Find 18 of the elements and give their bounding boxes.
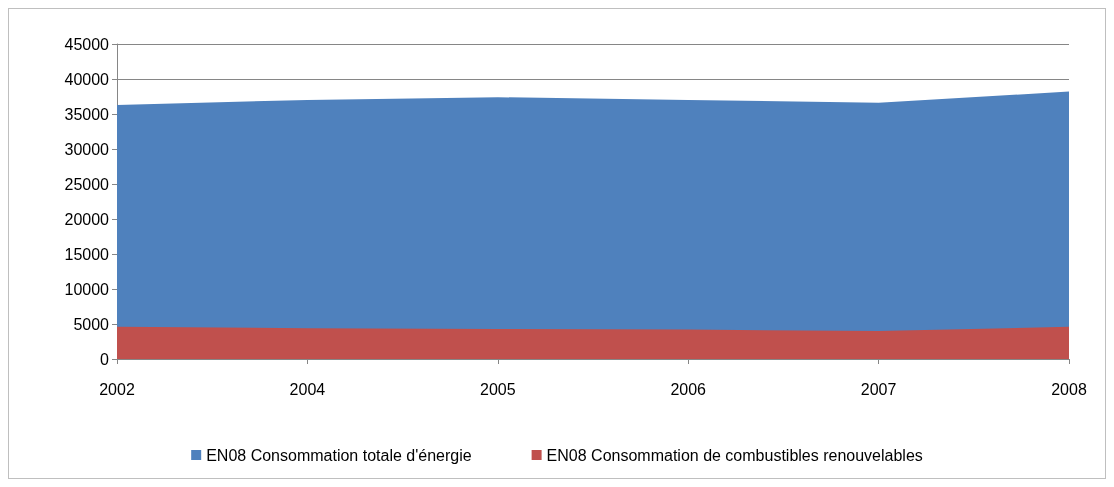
y-tick-label: 10000 (64, 280, 110, 298)
x-tick-label: 2008 (1051, 380, 1087, 398)
x-tick-label: 2006 (670, 380, 707, 398)
y-tick-label: 25000 (64, 175, 110, 193)
y-tick-label: 0 (100, 350, 110, 368)
y-tick-label: 15000 (64, 245, 110, 263)
x-tick-label: 2005 (480, 380, 516, 398)
x-tick-label: 2004 (289, 380, 326, 398)
y-tick-label: 40000 (64, 70, 110, 88)
y-tick-label: 20000 (64, 210, 110, 228)
y-tick-label: 5000 (73, 315, 110, 333)
y-tick-label: 35000 (64, 105, 110, 123)
legend-label: EN08 Consommation totale d'énergie (206, 446, 472, 464)
x-tick-label: 2002 (99, 380, 135, 398)
y-tick-label: 45000 (64, 35, 110, 53)
y-tick-label: 30000 (64, 140, 110, 158)
x-tick-label: 2007 (860, 380, 897, 398)
legend-label: EN08 Consommation de combustibles renouvelables (546, 446, 923, 464)
